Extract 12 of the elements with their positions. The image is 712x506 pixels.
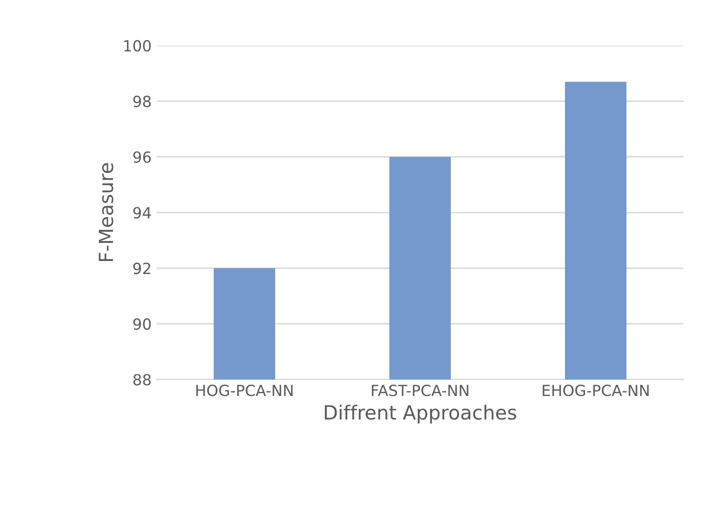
x-axis-title: Diffrent Approaches xyxy=(324,404,516,424)
x-tick-label: FAST-PCA-NN xyxy=(372,384,468,396)
x-tick-label: EHOG-PCA-NN xyxy=(542,384,649,396)
y-tick-label: 96 xyxy=(133,151,151,163)
y-tick-label: 88 xyxy=(133,374,151,386)
y-tick-label: 98 xyxy=(133,96,151,108)
x-tick-label: HOG-PCA-NN xyxy=(196,384,293,396)
y-tick-label: 94 xyxy=(133,206,151,219)
y-tick-label: 92 xyxy=(133,262,150,274)
y-tick-label: 90 xyxy=(133,318,151,330)
y-axis-title: F-Measure xyxy=(98,163,114,262)
y-tick-label: 100 xyxy=(124,40,151,52)
